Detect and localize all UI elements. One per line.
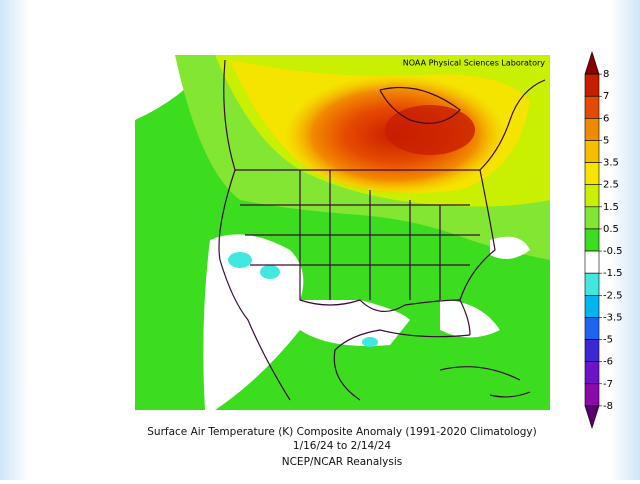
colorbar-segment [584, 118, 600, 141]
colorbar-segment [584, 206, 600, 230]
colorbar-arrow [584, 51, 600, 75]
colorbar-label: -1.5 [603, 268, 623, 279]
colorbar-segment [584, 250, 600, 274]
colorbar-label: 1.5 [603, 202, 619, 213]
colorbar-segment [584, 383, 600, 407]
colorbar-label: 6 [603, 113, 609, 124]
colorbar-label: -0.5 [603, 246, 623, 257]
colorbar-label: -8 [603, 401, 613, 412]
colorbar: 8 7 6 5 3.5 2.5 1.5 0.5 -0.5 -1.5 -2.5 -3.5 -5 -6 -7 -8 [584, 51, 623, 429]
colorbar-segment [584, 339, 600, 362]
caption-line: NCEP/NCAR Reanalysis [282, 456, 403, 468]
colorbar-segment [584, 228, 600, 252]
colorbar-label: -3.5 [603, 312, 623, 323]
caption-line: Surface Air Temperature (K) Composite An… [147, 426, 536, 438]
colorbar-segment [584, 272, 600, 296]
colorbar-label: 5 [603, 135, 609, 146]
colorbar-segment [584, 317, 600, 340]
colorbar-segment [584, 162, 600, 186]
colorbar-label: 0.5 [603, 224, 619, 235]
colorbar-label: 3.5 [603, 158, 619, 169]
anomaly-map [135, 55, 550, 410]
colorbar-label: -5 [603, 335, 613, 346]
colorbar-label: 2.5 [603, 180, 619, 191]
colorbar-label: 7 [603, 91, 609, 102]
colorbar-segment [584, 361, 600, 385]
colorbar-segment [584, 294, 600, 318]
colorbar-segment [584, 140, 600, 163]
colorbar-segment [584, 95, 600, 119]
colorbar-segment [584, 73, 600, 97]
colorbar-arrow [584, 405, 600, 429]
credit: NOAA Physical Sciences Laboratory [403, 59, 546, 68]
backdrop-edge [610, 0, 640, 480]
colorbar-segment [584, 184, 600, 208]
colorbar-label: -7 [603, 379, 613, 390]
colorbar-label: -2.5 [603, 290, 623, 301]
backdrop-edge [0, 0, 30, 480]
caption-line: 1/16/24 to 2/14/24 [293, 440, 391, 452]
colorbar-label: -6 [603, 357, 613, 368]
colorbar-label: 8 [603, 69, 609, 80]
